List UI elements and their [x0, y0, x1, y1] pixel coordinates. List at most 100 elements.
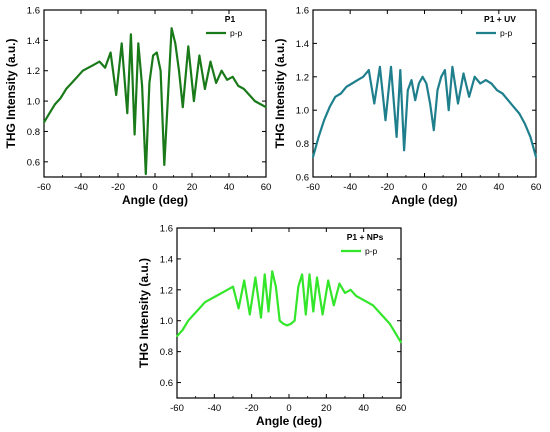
data-point [496, 89, 498, 92]
chart-p1-svg: -60 -40 -20 0 20 40 60 0.6 0.8 1.0 1.2 1.4 1.6 Angle … [4, 6, 271, 208]
data-point [334, 95, 337, 98]
data-point [356, 79, 359, 82]
data-point [87, 66, 90, 69]
chart-panel-p1-uv: -60 -40 -20 0 20 40 60 0.6 0.8 1.0 1.2 1.4 1.6 Angle … [273, 0, 550, 208]
x-tick-label: 0 [152, 182, 157, 193]
legend-entry: p-p [230, 28, 243, 38]
data-point [297, 285, 300, 288]
data-point [144, 173, 147, 175]
data-point [512, 105, 515, 108]
data-point [338, 282, 341, 285]
data-point [237, 307, 240, 310]
data-point [451, 65, 454, 68]
x-tick-label: -60 [170, 403, 184, 414]
data-point [192, 100, 195, 102]
data-point [351, 82, 353, 85]
chart-p1-nps-svg: -60 -40 -20 0 20 40 60 0.6 0.8 1.0 1.2 1.4 1.6 Angle … [137, 224, 406, 429]
y-tick-label: 1.2 [296, 72, 309, 83]
y-tick-label: 1.0 [27, 97, 40, 108]
data-point [242, 88, 245, 90]
y-axis-label: THG Intensity (a.u.) [4, 38, 18, 148]
data-point [366, 301, 369, 304]
data-point [226, 288, 229, 291]
data-point [490, 82, 493, 85]
data-point [263, 273, 266, 276]
data-point [373, 102, 376, 105]
data-point [312, 310, 315, 313]
data-point [148, 81, 151, 84]
data-point [286, 324, 289, 327]
data-point [187, 45, 190, 48]
y-tick-label: 1.4 [296, 39, 309, 50]
data-point [317, 136, 320, 138]
x-axis-label: Angle (deg) [122, 193, 188, 207]
data-point [109, 51, 112, 54]
data-point [137, 42, 140, 45]
data-point [133, 133, 136, 136]
legend-title: P1 + NPs [347, 232, 384, 242]
chart-panel-p1: -60 -40 -20 0 20 40 60 0.6 0.8 1.0 1.2 1.4 1.6 Angle … [0, 0, 275, 208]
data-point [271, 270, 274, 273]
data-point [204, 88, 206, 90]
data-point [152, 54, 155, 57]
x-axis-label: Angle (deg) [256, 414, 322, 428]
data-point [507, 99, 510, 102]
x-tick-label: 0 [422, 182, 427, 193]
x-tick-label: 40 [494, 182, 505, 193]
data-point [163, 163, 166, 166]
data-point [418, 82, 420, 85]
y-tick-label: 0.8 [160, 347, 173, 358]
data-point [501, 92, 504, 95]
data-point [421, 75, 424, 78]
x-tick-label: 60 [531, 182, 542, 193]
data-point [126, 112, 129, 115]
data-point [399, 69, 402, 72]
data-point [440, 75, 443, 78]
data-point [159, 69, 162, 72]
data-point [379, 65, 381, 68]
x-tick-label: 20 [187, 182, 198, 193]
y-tick-label: 0.6 [27, 157, 40, 168]
data-point [518, 112, 521, 115]
y-axis-label: THG Intensity (a.u.) [273, 38, 287, 148]
data-point [43, 121, 45, 124]
data-point [312, 156, 314, 158]
data-point [436, 89, 439, 92]
data-point [400, 341, 402, 344]
y-tick-label: 1.0 [160, 316, 173, 327]
data-point [323, 119, 326, 122]
data-point [349, 288, 352, 291]
y-tick-label: 1.6 [27, 6, 40, 17]
data-point [54, 103, 56, 106]
data-point [59, 97, 62, 99]
data-point [275, 285, 277, 288]
data-point [220, 69, 223, 72]
data-point [176, 335, 178, 338]
data-point [232, 285, 234, 288]
y-tick-label: 0.6 [296, 173, 309, 184]
series-line-pp [43, 27, 267, 176]
data-point [345, 85, 348, 88]
data-point [215, 81, 217, 84]
y-tick-label: 1.2 [160, 285, 173, 296]
data-point [104, 66, 106, 69]
data-point [65, 88, 68, 90]
data-point [141, 85, 143, 87]
data-point [360, 298, 363, 300]
series-line-pp [176, 270, 402, 343]
data-point [332, 304, 335, 307]
x-tick-label: 0 [286, 403, 291, 414]
data-point [479, 82, 482, 85]
data-point [316, 276, 318, 279]
data-point [187, 319, 190, 322]
data-point [484, 79, 487, 82]
data-point [293, 319, 296, 322]
y-tick-label: 1.4 [27, 36, 40, 47]
data-point [282, 322, 285, 325]
data-point [243, 279, 246, 282]
x-tick-label: 20 [321, 403, 332, 414]
data-point [81, 69, 84, 72]
data-point [394, 332, 397, 334]
data-point [209, 60, 212, 63]
data-point [220, 292, 223, 294]
